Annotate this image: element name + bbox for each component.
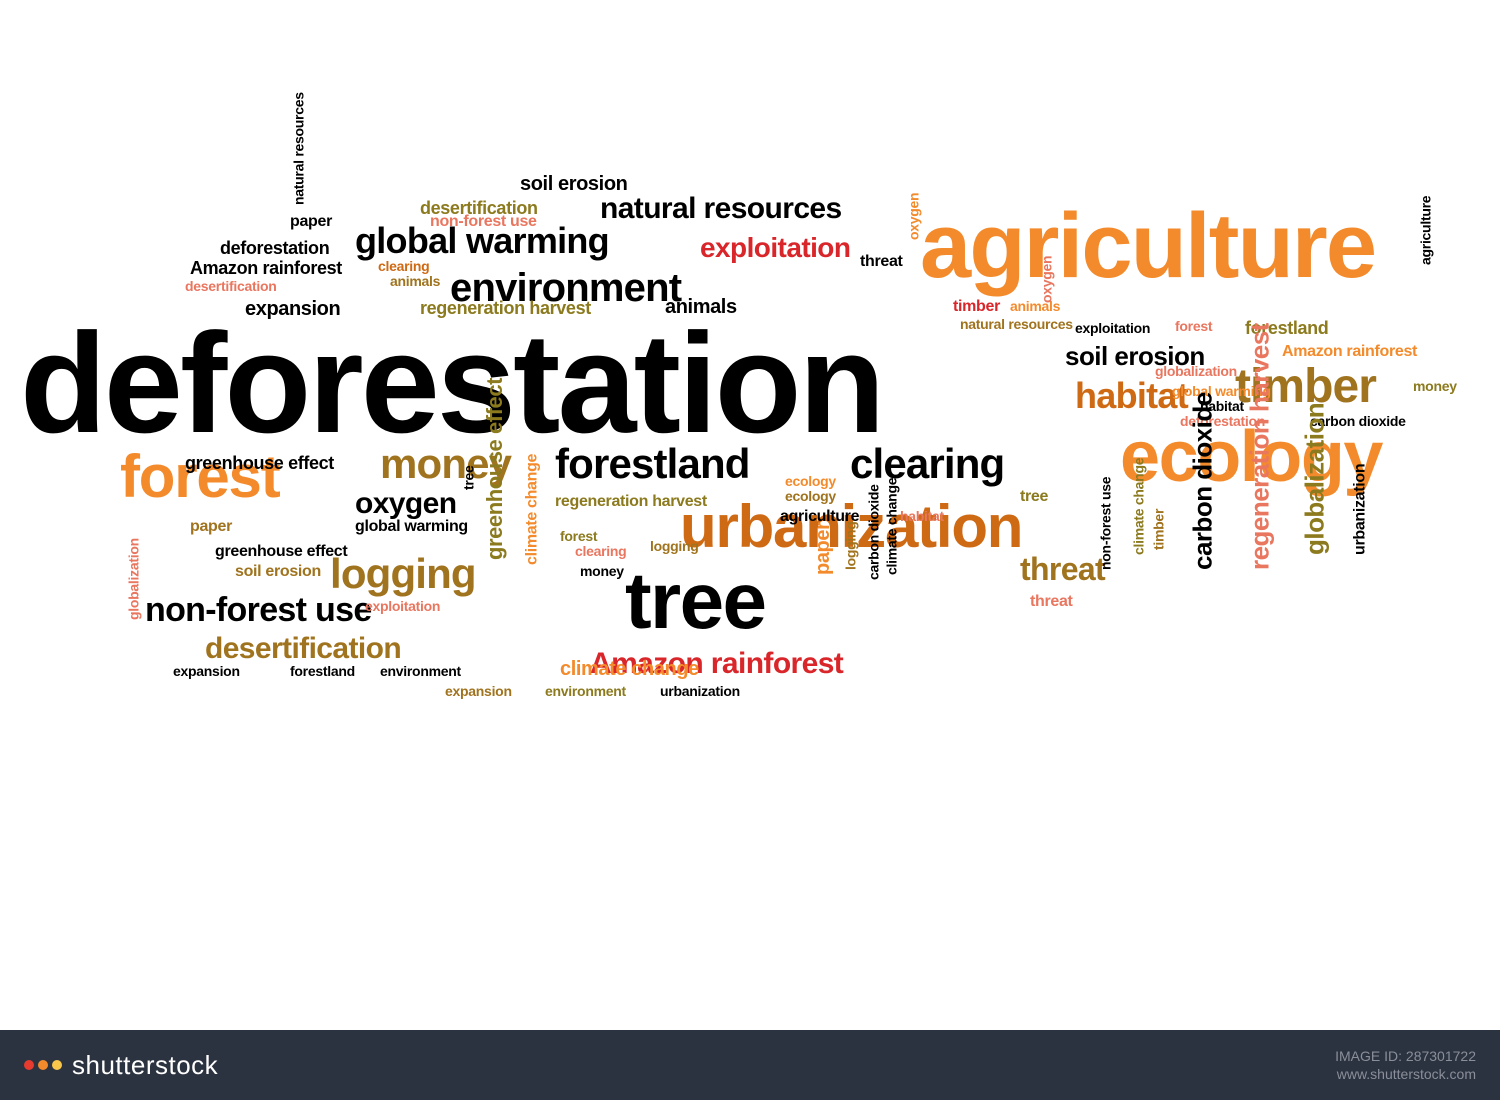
dot-icon: [52, 1060, 62, 1070]
footer-site: www.shutterstock.com: [1335, 1065, 1476, 1083]
wordcloud-word: agriculture: [920, 205, 1375, 288]
wordcloud-word: desertification: [205, 635, 401, 662]
dot-icon: [38, 1060, 48, 1070]
wordcloud-word: exploitation: [365, 600, 440, 613]
wordcloud-word: soil erosion: [235, 565, 321, 579]
dot-icon: [24, 1060, 34, 1070]
wordcloud-word: environment: [545, 685, 626, 698]
wordcloud-word: environment: [380, 665, 461, 678]
wordcloud-word: ecology: [785, 490, 836, 503]
wordcloud-word: Amazon rainforest: [190, 260, 342, 276]
wordcloud-word: climate change: [885, 478, 898, 575]
wordcloud-word: non-forest use: [1099, 477, 1112, 570]
wordcloud-word: clearing: [378, 260, 429, 273]
wordcloud-word: greenhouse effect: [185, 455, 334, 471]
footer-brand-text: shutterstock: [72, 1050, 218, 1081]
wordcloud-word: logging: [844, 521, 857, 570]
wordcloud-word: exploitation: [700, 235, 850, 260]
wordcloud-word: expansion: [245, 300, 340, 318]
wordcloud-word: deforestation: [220, 240, 329, 256]
footer-bar: shutterstock IMAGE ID: 287301722 www.shu…: [0, 1030, 1500, 1100]
wordcloud-word: soil erosion: [520, 175, 627, 193]
wordcloud-word: regeneration harvest: [420, 300, 591, 316]
wordcloud-word: threat: [1030, 595, 1073, 609]
wordcloud-word: deforestation: [20, 320, 883, 448]
wordcloud-word: regeneration harvest: [555, 495, 707, 509]
wordcloud-word: logging: [650, 540, 699, 553]
wordcloud-word: threat: [1020, 555, 1105, 584]
wordcloud-word: exploitation: [1075, 322, 1150, 335]
wordcloud-word: oxygen: [355, 490, 456, 517]
wordcloud-word: urbanization: [660, 685, 740, 698]
wordcloud-word: desertification: [185, 280, 277, 293]
wordcloud-word: habitat: [900, 510, 944, 523]
wordcloud-word: animals: [665, 298, 737, 316]
wordcloud-word: threat: [860, 255, 903, 269]
wordcloud-word: global warming: [355, 520, 468, 534]
wordcloud-word: animals: [390, 275, 440, 288]
wordcloud-word: clearing: [850, 445, 1004, 483]
wordcloud-word: forestland: [555, 445, 750, 483]
wordcloud-word: greenhouse effect: [215, 545, 347, 559]
wordcloud-word: paper: [290, 215, 332, 229]
wordcloud-word: climate change: [1132, 458, 1145, 555]
wordcloud-word: clearing: [575, 545, 626, 558]
wordcloud-word: logging: [330, 555, 476, 593]
wordcloud-word: tree: [625, 565, 765, 637]
wordcloud-word: expansion: [173, 665, 240, 678]
wordcloud-word: natural resources: [960, 318, 1073, 331]
wordcloud-word: ecology: [785, 475, 836, 488]
wordcloud-canvas: deforestation agriculture ecology forest urb…: [0, 0, 1500, 1100]
wordcloud-word: greenhouse effect: [485, 378, 505, 560]
wordcloud-word: regeneration harvest: [1249, 323, 1272, 570]
wordcloud-word: climate change: [526, 454, 540, 565]
footer-brand-block: shutterstock: [24, 1050, 218, 1081]
footer-meta: IMAGE ID: 287301722 www.shutterstock.com: [1335, 1047, 1476, 1083]
wordcloud-word: forest: [1175, 320, 1212, 333]
wordcloud-word: globalization: [1304, 403, 1327, 555]
wordcloud-word: timber: [1152, 509, 1165, 550]
wordcloud-word: globalization: [127, 538, 140, 620]
wordcloud-word: paper: [190, 520, 232, 534]
wordcloud-word: oxygen: [907, 193, 920, 240]
wordcloud-word: non-forest use: [430, 215, 537, 229]
wordcloud-word: Amazon rainforest: [1282, 345, 1417, 359]
wordcloud-word: climate change: [560, 660, 699, 678]
footer-logo-dots: [24, 1060, 62, 1070]
wordcloud-word: money: [580, 565, 624, 578]
wordcloud-word: non-forest use: [145, 595, 372, 626]
wordcloud-word: carbon dioxide: [867, 484, 880, 580]
wordcloud-word: expansion: [445, 685, 512, 698]
wordcloud-word: timber: [953, 300, 1000, 314]
wordcloud-word: carbon dioxide: [1192, 392, 1215, 570]
wordcloud-word: forest: [560, 530, 597, 543]
wordcloud-word: natural resources: [600, 195, 842, 222]
wordcloud-word: oxygen: [1040, 256, 1053, 303]
wordcloud-word: forestland: [290, 665, 355, 678]
footer-image-id: IMAGE ID: 287301722: [1335, 1047, 1476, 1065]
wordcloud-word: globalization: [1155, 365, 1237, 378]
wordcloud-word: tree: [1020, 490, 1048, 504]
wordcloud-word: paper: [814, 523, 832, 575]
wordcloud-word: natural resources: [292, 92, 305, 205]
wordcloud-word: tree: [462, 465, 475, 490]
wordcloud-word: agriculture: [1419, 196, 1432, 265]
wordcloud-word: money: [1413, 380, 1457, 393]
wordcloud-word: urbanization: [1354, 464, 1368, 555]
